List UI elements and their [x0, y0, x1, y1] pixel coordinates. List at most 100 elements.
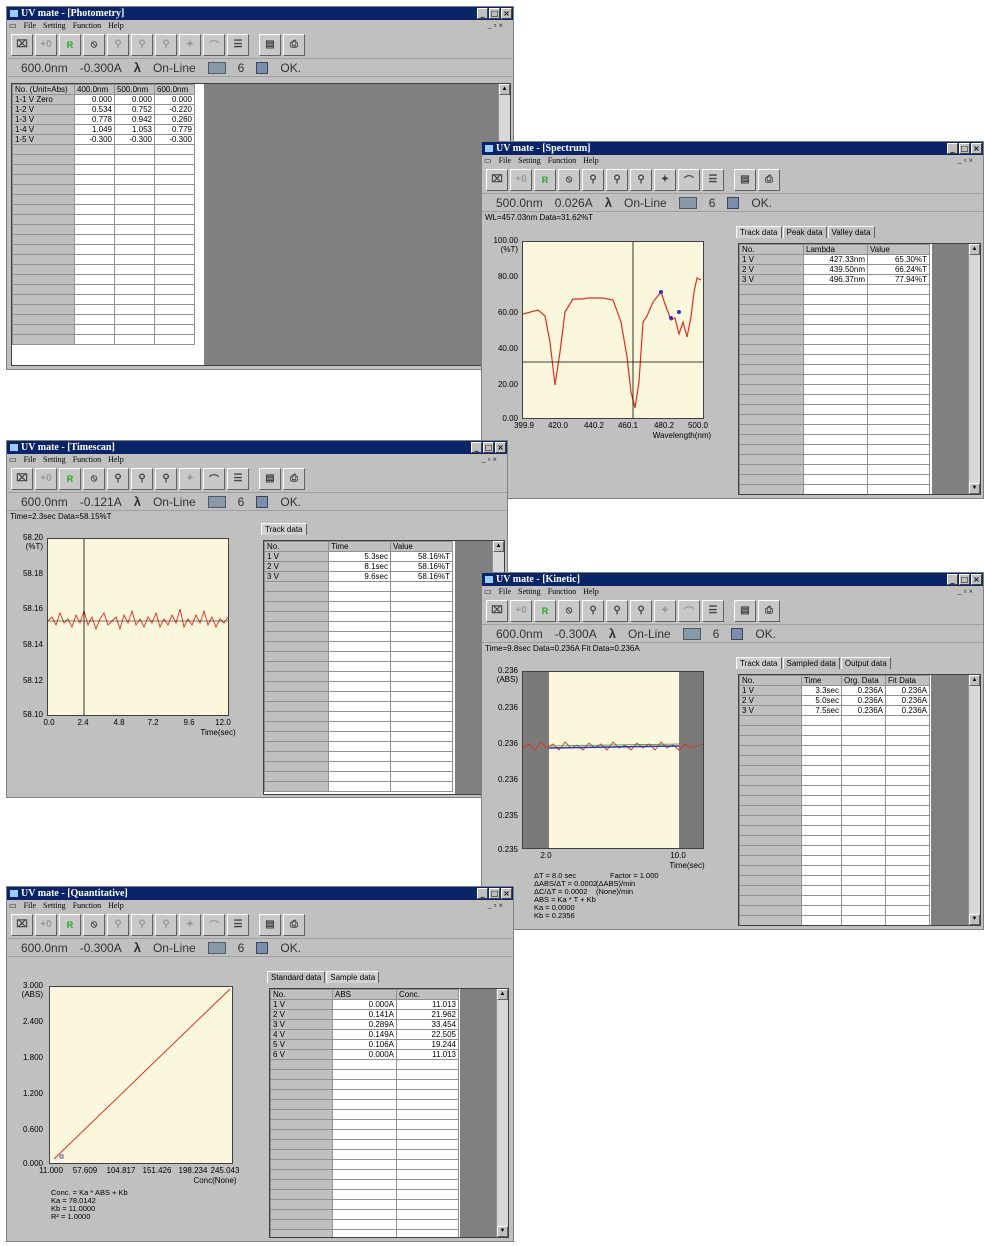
table-cell[interactable]: [328, 741, 391, 752]
run-button[interactable]: R: [59, 913, 81, 936]
table-cell[interactable]: [801, 905, 842, 916]
file-button[interactable]: ▤: [734, 168, 756, 191]
table-cell[interactable]: [390, 661, 453, 672]
table-cell[interactable]: 427.33nm: [803, 254, 868, 265]
table-row[interactable]: [12, 334, 195, 345]
table-cell[interactable]: [390, 771, 453, 782]
table-cell[interactable]: [328, 581, 391, 592]
table-cell[interactable]: [396, 1129, 459, 1140]
spectrum-title-bar[interactable]: UV mate - [Spectrum] _ □ ×: [482, 142, 983, 155]
table-cell[interactable]: 0.260: [154, 114, 195, 125]
scroll-down-icon[interactable]: ▼: [497, 1226, 508, 1237]
table-cell[interactable]: [390, 731, 453, 742]
table-cell[interactable]: [867, 434, 930, 445]
row-label[interactable]: [739, 905, 802, 916]
table-cell[interactable]: [332, 1209, 397, 1220]
table-row[interactable]: [739, 825, 930, 836]
table-cell[interactable]: [328, 641, 391, 652]
table-cell[interactable]: [74, 194, 115, 205]
table-cell[interactable]: [114, 334, 155, 345]
table-row[interactable]: [264, 581, 453, 592]
table-cell[interactable]: [332, 1059, 397, 1070]
row-label[interactable]: [12, 324, 75, 335]
row-label[interactable]: [270, 1199, 333, 1210]
table-row[interactable]: [264, 731, 453, 742]
lamp-icon[interactable]: [207, 61, 226, 74]
table-cell[interactable]: [328, 611, 391, 622]
table-cell[interactable]: [803, 404, 868, 415]
table-row[interactable]: [264, 691, 453, 702]
setup-button[interactable]: ⌧: [11, 467, 33, 490]
table-cell[interactable]: [154, 294, 195, 305]
row-label[interactable]: [270, 1069, 333, 1080]
row-label[interactable]: [739, 394, 804, 405]
table-cell[interactable]: [74, 184, 115, 195]
table-cell[interactable]: [396, 1159, 459, 1170]
table-cell[interactable]: [114, 234, 155, 245]
table-row[interactable]: [12, 184, 195, 195]
column-header[interactable]: 400.0nm: [74, 84, 115, 95]
row-label[interactable]: [264, 641, 329, 652]
table-cell[interactable]: [803, 444, 868, 455]
table-cell[interactable]: 9.6sec: [328, 571, 391, 582]
row-label[interactable]: 1-1 V Zero: [12, 94, 75, 105]
table-row[interactable]: [739, 855, 930, 866]
run-button[interactable]: R: [534, 168, 556, 191]
table-cell[interactable]: [390, 621, 453, 632]
scroll-down-icon[interactable]: ▼: [969, 483, 980, 494]
lamp-icon[interactable]: [207, 495, 226, 508]
table-row[interactable]: 3 V 7.5sec 0.236A 0.236A: [739, 705, 930, 716]
menu-help[interactable]: Help: [583, 587, 599, 596]
table-cell[interactable]: [841, 715, 886, 726]
table-cell[interactable]: [396, 1079, 459, 1090]
table-cell[interactable]: [801, 725, 842, 736]
close-button[interactable]: ×: [501, 8, 512, 19]
row-label[interactable]: [264, 711, 329, 722]
table-cell[interactable]: [74, 224, 115, 235]
table-cell[interactable]: [885, 755, 930, 766]
table-row[interactable]: [270, 1229, 459, 1237]
table-cell[interactable]: [328, 631, 391, 642]
table-row[interactable]: 1 V 427.33nm 65.30%T: [739, 254, 930, 265]
table-row[interactable]: [264, 631, 453, 642]
table-cell[interactable]: [801, 875, 842, 886]
run-button[interactable]: R: [59, 467, 81, 490]
table-cell[interactable]: [332, 1169, 397, 1180]
setup-button[interactable]: ⌧: [486, 168, 508, 191]
row-label[interactable]: [739, 835, 802, 846]
row-label[interactable]: [739, 795, 802, 806]
table-cell[interactable]: [74, 174, 115, 185]
maximize-button[interactable]: □: [959, 143, 970, 154]
row-label[interactable]: [12, 274, 75, 285]
mdi-controls[interactable]: _ ▫ ×: [481, 455, 497, 464]
tab-track-data[interactable]: Track data: [736, 657, 782, 669]
row-label[interactable]: 3 V: [739, 705, 802, 716]
table-cell[interactable]: [328, 701, 391, 712]
table-row[interactable]: [270, 1179, 459, 1190]
graph-button[interactable]: ⌒: [203, 33, 225, 56]
table-cell[interactable]: [332, 1079, 397, 1090]
table-row[interactable]: [739, 725, 930, 736]
table-cell[interactable]: [154, 254, 195, 265]
row-label[interactable]: [264, 661, 329, 672]
table-row[interactable]: [739, 464, 930, 475]
peak-button[interactable]: ✦: [179, 913, 201, 936]
table-cell[interactable]: [885, 805, 930, 816]
cell-icon[interactable]: [256, 495, 269, 508]
table-row[interactable]: [270, 1099, 459, 1110]
peak-button[interactable]: ✦: [654, 168, 676, 191]
table-cell[interactable]: [154, 194, 195, 205]
table-row[interactable]: [739, 865, 930, 876]
table-row[interactable]: [739, 775, 930, 786]
table-row[interactable]: 1 V 3.3sec 0.236A 0.236A: [739, 685, 930, 696]
table-cell[interactable]: [867, 464, 930, 475]
row-label[interactable]: [739, 825, 802, 836]
table-row[interactable]: [739, 314, 930, 325]
table-cell[interactable]: [885, 915, 930, 925]
menu-setting[interactable]: Setting: [43, 455, 66, 464]
row-label[interactable]: 1-3 V: [12, 114, 75, 125]
lamp-icon[interactable]: [678, 196, 697, 209]
row-label[interactable]: [270, 1189, 333, 1200]
table-row[interactable]: [270, 1129, 459, 1140]
table-row[interactable]: [739, 334, 930, 345]
